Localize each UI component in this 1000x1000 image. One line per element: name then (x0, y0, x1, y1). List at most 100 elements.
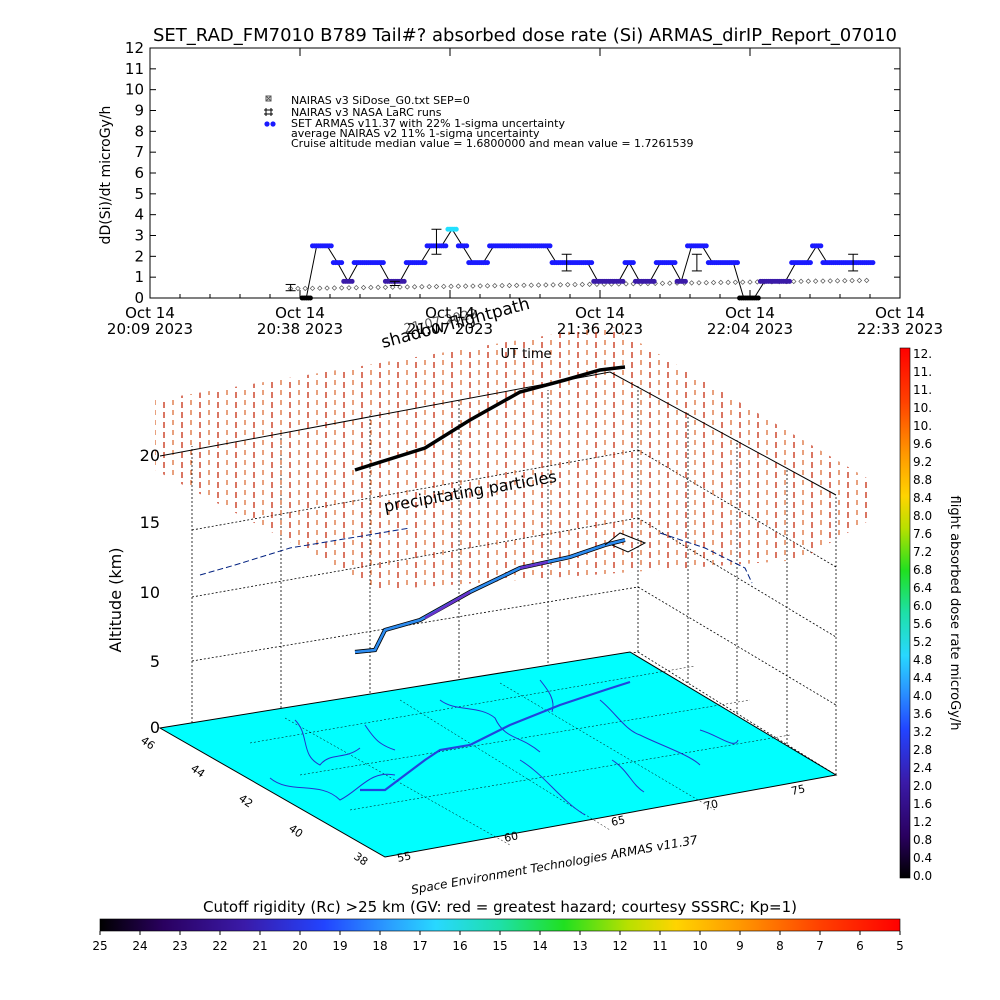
nairas-point (397, 284, 403, 290)
nairas-point (470, 283, 476, 289)
dose-colorbar-tick-label: 6.8 (913, 563, 932, 577)
armas-point (807, 260, 813, 266)
shadow-flightpath (354, 365, 626, 472)
armas-point (422, 260, 428, 266)
dose-colorbar-tick-label: 9.6 (913, 437, 932, 451)
y-tick-label: 1 (134, 268, 144, 286)
rigidity-colorbar-ticks: 25 24 23 22 21 20 19 18 17 16 15 14 13 12 11 10 9 8 7 6 5 (92, 931, 904, 953)
rigidity-colorbar: Cutoff rigidity (Rc) >25 km (GV: red = g… (92, 898, 903, 953)
longitude-tick-label: 60 (503, 829, 519, 845)
nairas-point (543, 282, 549, 288)
z-tick-label: 5 (150, 652, 160, 671)
x-tick-label-date: Oct 14 (875, 304, 925, 322)
nairas-point (411, 284, 418, 290)
armas-point (349, 278, 355, 284)
dose-colorbar-tick-label: 4.8 (913, 653, 932, 667)
legend-entry-2: NAIRAS v3 NASA LaRC runs (291, 106, 442, 119)
longitude-tick-label: 70 (703, 797, 719, 813)
armas-point (870, 260, 876, 266)
dose-colorbar-tick-label: 3.2 (913, 725, 932, 739)
nairas-point (338, 285, 345, 291)
x-tick-label-date: Oct 14 (425, 304, 475, 322)
armas-point (380, 260, 386, 266)
nairas-point (557, 282, 564, 288)
nairas-point (477, 283, 483, 289)
x-tick-label-date: Oct 14 (725, 304, 775, 322)
dose-colorbar-tick-label: 4.0 (913, 689, 932, 703)
panel-frame (149, 47, 901, 299)
nairas-point (747, 279, 753, 285)
flight-path-end-loop (604, 532, 647, 553)
nairas-point (579, 281, 585, 288)
longitude-ticks: 55 60 65 70 75 (396, 782, 806, 865)
rigidity-colorbar-tick-label: 10 (692, 939, 707, 953)
z-axis-ticks: 0 5 10 15 20 (140, 446, 160, 737)
latitude-tick-label: 42 (236, 792, 255, 811)
nairas-point (390, 284, 396, 290)
legend: NAIRAS v3 SiDose_G0.txt SEP=0 NAIRAS v3 … (264, 94, 694, 150)
trajectory-3d-panel: 0 5 10 15 20 Altitude (km) (106, 294, 870, 897)
nairas-point (426, 283, 432, 290)
y-tick-label: 0 (134, 289, 144, 307)
nairas-point (856, 277, 863, 284)
flight-path-highlight (424, 560, 549, 620)
armas-point (339, 260, 345, 266)
armas-point (651, 278, 657, 284)
nairas-point (521, 282, 527, 288)
rigidity-colorbar-tick-label: 11 (652, 939, 667, 953)
y-tick-label: 4 (134, 206, 144, 224)
dose-colorbar-tick-label: 3.6 (913, 707, 932, 721)
rigidity-colorbar-tick-label: 13 (572, 939, 587, 953)
nairas-point (513, 282, 520, 289)
y-tick-label: 2 (134, 247, 144, 265)
dose-colorbar-tick-label: 11. (913, 365, 932, 379)
rigidity-colorbar-tick-label: 6 (856, 939, 864, 953)
rigidity-colorbar-tick-label: 14 (532, 939, 547, 953)
dose-colorbar-tick-label: 12. (913, 347, 932, 361)
rigidity-colorbar-tick-label: 9 (736, 939, 744, 953)
longitude-tick-label: 65 (610, 813, 626, 829)
rigidity-colorbar-tick-label: 12 (612, 939, 627, 953)
armas-point (787, 278, 793, 284)
dose-colorbar-tick-label: 10. (913, 401, 932, 415)
dose-rate-colorbar: 12. 11. 11. 10. 10. 9.6 9.2 8.8 8.4 8.0 7.6 7.2 6.8 6… (899, 347, 962, 883)
nairas-point (725, 279, 731, 286)
dose-colorbar-tick-label: 8.4 (913, 491, 932, 505)
rigidity-colorbar-gradient (99, 918, 901, 932)
dose-colorbar-tick-label: 1.2 (913, 815, 932, 829)
x-tick-label-date: Oct 14 (125, 304, 175, 322)
armas-point (547, 243, 553, 249)
y-tick-label: 6 (134, 164, 144, 182)
rigidity-colorbar-tick-label: 8 (776, 939, 784, 953)
x-tick-label-date: Oct 14 (275, 304, 325, 322)
nairas-point (812, 278, 819, 284)
nairas-point (688, 280, 695, 286)
x-tick-label-time: 20:38 2023 (257, 320, 343, 338)
z-axis-label: Altitude (km) (106, 548, 125, 653)
dose-colorbar-tick-label: 2.0 (913, 779, 932, 793)
armas-point (703, 243, 709, 249)
nairas-point (827, 278, 833, 284)
nairas-point (791, 278, 797, 285)
rigidity-colorbar-tick-label: 22 (212, 939, 227, 953)
nairas-point (528, 282, 534, 288)
nairas-point (572, 281, 578, 288)
nairas-point (710, 279, 717, 286)
dose-colorbar-tick-label: 5.2 (913, 635, 932, 649)
dose-colorbar-tick-label: 1.6 (913, 797, 932, 811)
slab-outline (159, 371, 837, 496)
rigidity-colorbar-tick-label: 5 (896, 939, 904, 953)
y-tick-label: 5 (134, 185, 144, 203)
dose-colorbar-tick-label: 9.2 (913, 455, 932, 469)
armas-point (630, 260, 636, 266)
nairas-point (565, 281, 571, 288)
nairas-point (805, 278, 812, 284)
nairas-point (462, 283, 469, 289)
chart-title: SET_RAD_FM7010 B789 Tail#? absorbed dose… (153, 25, 897, 46)
dose-colorbar-tick-label: 2.8 (913, 743, 932, 757)
rigidity-colorbar-tick-label: 25 (92, 939, 107, 953)
nairas-point (863, 277, 870, 284)
ground-map (158, 651, 838, 858)
